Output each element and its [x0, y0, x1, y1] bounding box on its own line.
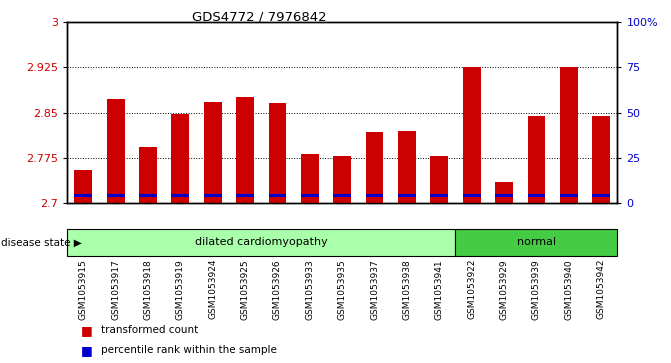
Bar [204, 102, 221, 203]
Bar [107, 193, 125, 197]
Bar [107, 99, 125, 203]
Text: GSM1053939: GSM1053939 [532, 259, 541, 320]
Text: GSM1053922: GSM1053922 [467, 259, 476, 319]
Text: GSM1053918: GSM1053918 [144, 259, 152, 320]
Bar [495, 193, 513, 197]
Bar [560, 193, 578, 197]
Bar [592, 193, 610, 197]
Bar [463, 67, 480, 203]
Text: GSM1053919: GSM1053919 [176, 259, 185, 320]
Text: GSM1053938: GSM1053938 [403, 259, 411, 320]
Text: GSM1053940: GSM1053940 [564, 259, 573, 319]
Text: percentile rank within the sample: percentile rank within the sample [101, 345, 276, 355]
Bar [139, 147, 157, 203]
Text: GSM1053941: GSM1053941 [435, 259, 444, 319]
Text: GSM1053935: GSM1053935 [338, 259, 347, 320]
Bar [204, 193, 221, 197]
Bar [333, 193, 351, 197]
Bar [268, 103, 287, 203]
Text: normal: normal [517, 237, 556, 247]
Bar [268, 193, 287, 197]
Text: ■: ■ [81, 344, 93, 357]
Text: transformed count: transformed count [101, 325, 198, 335]
Bar [430, 193, 448, 197]
Bar [366, 193, 384, 197]
Bar [398, 131, 416, 203]
Bar [560, 67, 578, 203]
Bar [301, 154, 319, 203]
Text: GSM1053929: GSM1053929 [499, 259, 509, 319]
Bar [301, 193, 319, 197]
Bar [527, 115, 546, 203]
Bar [430, 156, 448, 203]
Text: ■: ■ [81, 324, 93, 337]
Bar [463, 193, 480, 197]
Bar [495, 182, 513, 203]
Text: GSM1053924: GSM1053924 [208, 259, 217, 319]
Text: disease state ▶: disease state ▶ [1, 237, 81, 247]
Bar [74, 193, 92, 197]
Text: GDS4772 / 7976842: GDS4772 / 7976842 [193, 11, 327, 24]
Text: dilated cardiomyopathy: dilated cardiomyopathy [195, 237, 327, 247]
Bar [527, 193, 546, 197]
Bar [366, 132, 384, 203]
Bar [592, 115, 610, 203]
Bar [74, 170, 92, 203]
FancyBboxPatch shape [456, 229, 617, 256]
Text: GSM1053915: GSM1053915 [79, 259, 88, 320]
Bar [333, 156, 351, 203]
Bar [139, 193, 157, 197]
Bar [172, 193, 189, 197]
Text: GSM1053925: GSM1053925 [241, 259, 250, 319]
Bar [172, 114, 189, 203]
Bar [236, 193, 254, 197]
FancyBboxPatch shape [67, 229, 456, 256]
Text: GSM1053933: GSM1053933 [305, 259, 314, 320]
Bar [398, 193, 416, 197]
Bar [236, 97, 254, 203]
Text: GSM1053926: GSM1053926 [273, 259, 282, 319]
Text: GSM1053917: GSM1053917 [111, 259, 120, 320]
Text: GSM1053937: GSM1053937 [370, 259, 379, 320]
Text: GSM1053942: GSM1053942 [597, 259, 606, 319]
